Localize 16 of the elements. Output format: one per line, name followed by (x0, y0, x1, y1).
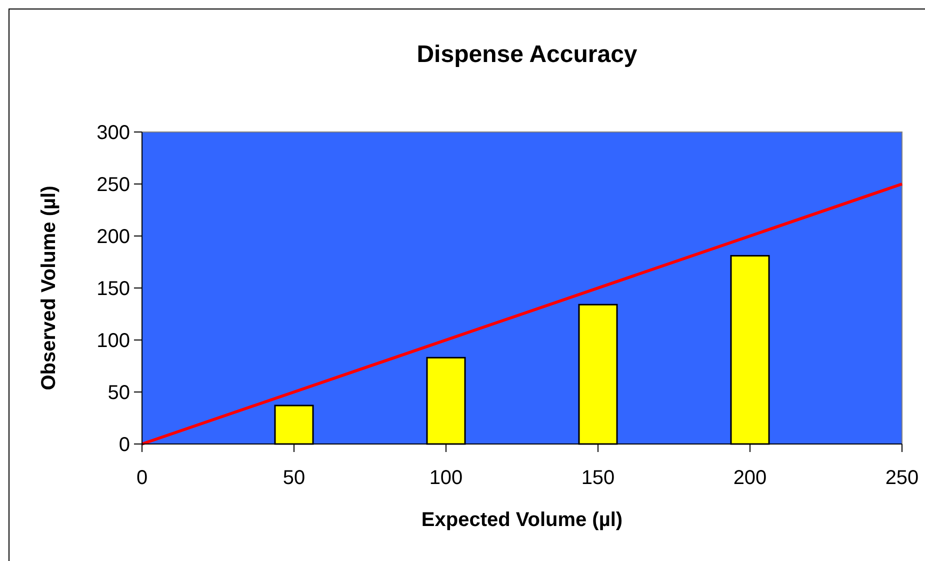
y-tick-label: 200 (96, 226, 130, 248)
y-tick-label: 100 (96, 330, 130, 352)
y-tick-label: 150 (96, 278, 130, 300)
y-axis-title: Observed Volume (µl) (38, 186, 60, 390)
x-tick-label: 150 (581, 467, 615, 489)
x-tick-label: 50 (282, 467, 306, 489)
chart-title: Dispense Accuracy (416, 41, 638, 68)
x-tick-label: 250 (885, 467, 919, 489)
y-tick-label: 0 (118, 434, 130, 456)
y-tick-label: 50 (108, 382, 130, 404)
x-axis-title: Expected Volume (µl) (421, 509, 623, 531)
x-tick-label: 100 (429, 467, 463, 489)
y-tick-label: 250 (96, 174, 130, 196)
x-tick-label: 0 (136, 467, 148, 489)
x-tick-label: 200 (733, 467, 767, 489)
y-tick-label: 300 (96, 122, 130, 144)
